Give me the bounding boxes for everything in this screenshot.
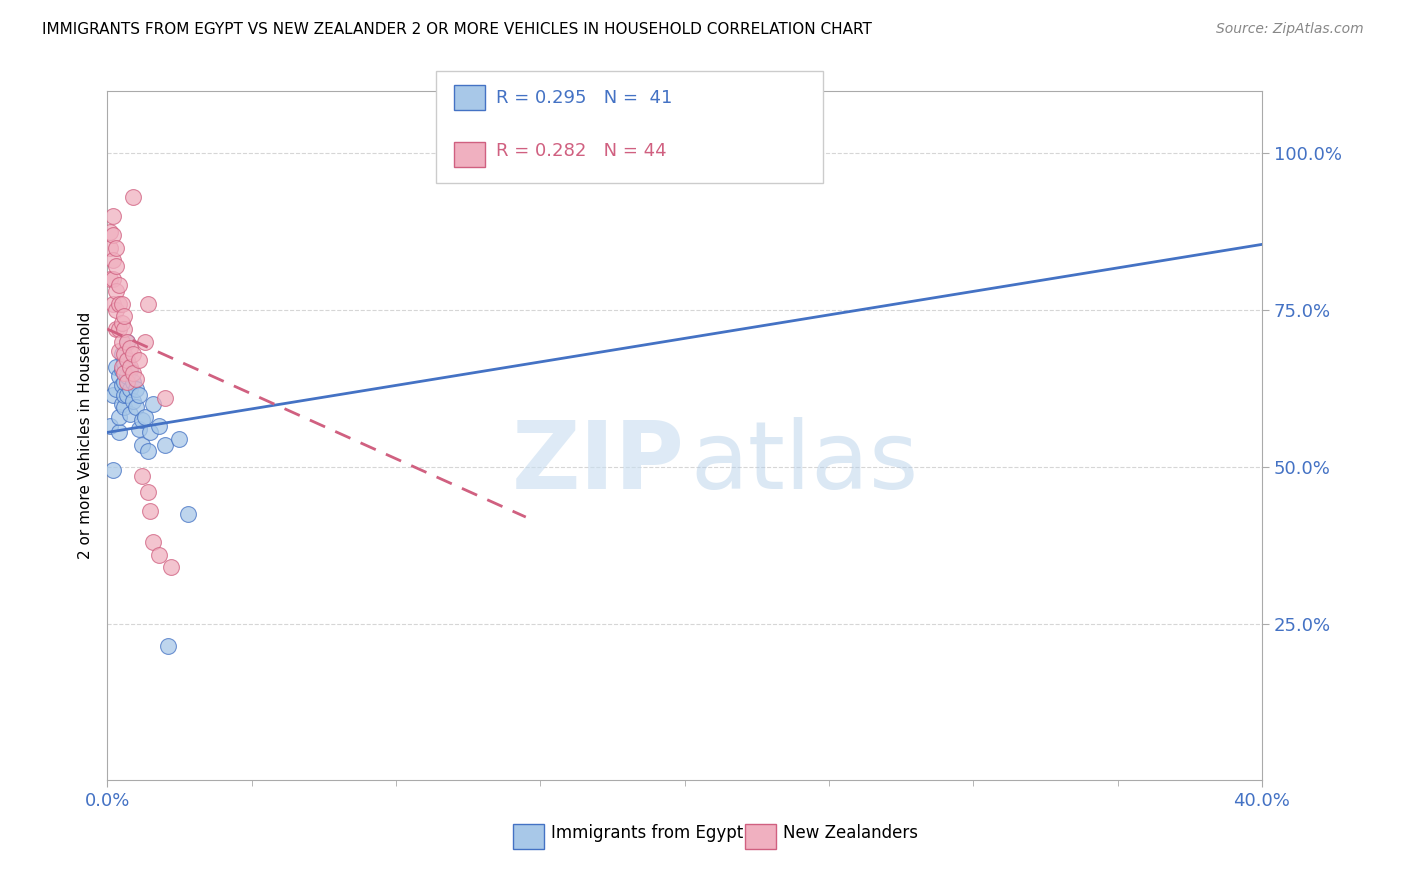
Point bbox=[122, 190, 145, 204]
Point bbox=[104, 359, 127, 374]
Text: R = 0.295   N =  41: R = 0.295 N = 41 bbox=[496, 89, 672, 107]
Point bbox=[139, 425, 162, 440]
Point bbox=[153, 438, 176, 452]
Point bbox=[177, 507, 200, 521]
Point bbox=[122, 347, 145, 361]
Text: Source: ZipAtlas.com: Source: ZipAtlas.com bbox=[1216, 22, 1364, 37]
Point bbox=[125, 372, 148, 386]
Point bbox=[122, 394, 145, 409]
Point bbox=[169, 432, 191, 446]
Text: R = 0.282   N = 44: R = 0.282 N = 44 bbox=[496, 142, 666, 160]
Point bbox=[110, 334, 132, 349]
Point bbox=[107, 409, 129, 424]
Point bbox=[110, 359, 132, 374]
Point bbox=[101, 253, 124, 268]
Point bbox=[110, 316, 132, 330]
Point bbox=[114, 310, 136, 324]
Point bbox=[134, 409, 156, 424]
Point bbox=[107, 343, 129, 358]
Point bbox=[107, 425, 129, 440]
Point bbox=[101, 209, 124, 223]
Point bbox=[142, 535, 165, 549]
Point bbox=[104, 285, 127, 299]
Point bbox=[120, 363, 142, 377]
Point bbox=[98, 225, 121, 239]
Point bbox=[107, 369, 129, 384]
Point bbox=[117, 353, 139, 368]
Text: atlas: atlas bbox=[690, 417, 918, 509]
Point bbox=[120, 359, 142, 374]
Point bbox=[110, 363, 132, 377]
Point bbox=[114, 356, 136, 370]
Point bbox=[148, 548, 170, 562]
Point bbox=[128, 422, 150, 436]
Point bbox=[98, 419, 121, 434]
Point bbox=[114, 376, 136, 390]
Point bbox=[114, 347, 136, 361]
Point bbox=[117, 353, 139, 368]
Point bbox=[117, 376, 139, 390]
Point bbox=[120, 382, 142, 396]
Point bbox=[136, 297, 159, 311]
Point bbox=[101, 272, 124, 286]
Point bbox=[107, 322, 129, 336]
Point bbox=[148, 419, 170, 434]
Point bbox=[131, 413, 153, 427]
Point bbox=[117, 334, 139, 349]
Point bbox=[159, 560, 181, 574]
Point bbox=[131, 469, 153, 483]
Point bbox=[142, 397, 165, 411]
Point bbox=[122, 376, 145, 390]
Point bbox=[128, 388, 150, 402]
Point bbox=[98, 272, 121, 286]
Point bbox=[136, 444, 159, 458]
Text: IMMIGRANTS FROM EGYPT VS NEW ZEALANDER 2 OR MORE VEHICLES IN HOUSEHOLD CORRELATI: IMMIGRANTS FROM EGYPT VS NEW ZEALANDER 2… bbox=[42, 22, 872, 37]
Text: Immigrants from Egypt: Immigrants from Egypt bbox=[551, 824, 744, 842]
Point bbox=[120, 407, 142, 421]
Point bbox=[101, 388, 124, 402]
Point bbox=[156, 639, 179, 653]
Point bbox=[117, 388, 139, 402]
Point bbox=[110, 378, 132, 392]
Point bbox=[107, 278, 129, 293]
Point bbox=[125, 382, 148, 396]
Point bbox=[731, 137, 754, 152]
Point bbox=[101, 227, 124, 242]
Point bbox=[125, 401, 148, 415]
Point bbox=[153, 391, 176, 405]
Point bbox=[101, 463, 124, 477]
Point bbox=[104, 322, 127, 336]
Text: ZIP: ZIP bbox=[512, 417, 685, 509]
Y-axis label: 2 or more Vehicles in Household: 2 or more Vehicles in Household bbox=[79, 312, 93, 559]
Point bbox=[101, 297, 124, 311]
Point bbox=[122, 366, 145, 380]
Point bbox=[128, 353, 150, 368]
Point bbox=[110, 347, 132, 361]
Point bbox=[104, 260, 127, 274]
Point bbox=[139, 504, 162, 518]
Point bbox=[120, 341, 142, 355]
Point bbox=[117, 369, 139, 384]
Text: New Zealanders: New Zealanders bbox=[783, 824, 918, 842]
Point bbox=[136, 485, 159, 500]
Point bbox=[131, 438, 153, 452]
Point bbox=[134, 334, 156, 349]
Point bbox=[110, 297, 132, 311]
Point bbox=[114, 366, 136, 380]
Point bbox=[114, 388, 136, 402]
Point bbox=[104, 382, 127, 396]
Point bbox=[104, 240, 127, 254]
Point bbox=[114, 401, 136, 415]
Point bbox=[110, 397, 132, 411]
Point bbox=[107, 297, 129, 311]
Point bbox=[117, 334, 139, 349]
Point bbox=[114, 322, 136, 336]
Point bbox=[104, 303, 127, 318]
Point bbox=[98, 240, 121, 254]
